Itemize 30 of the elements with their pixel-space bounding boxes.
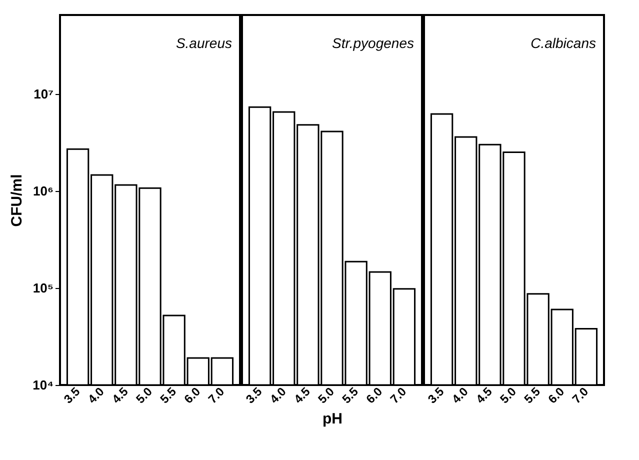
x-tick-label: 6.0 [363, 384, 386, 406]
y-tick-label: 10⁷ [34, 86, 54, 102]
annotation: C.albicans [530, 35, 596, 51]
x-tick-label: 4.5 [109, 384, 132, 406]
x-tick-label: 3.5 [425, 384, 447, 406]
x-tick-label: 5.5 [157, 384, 180, 406]
annotation: S.aureus [176, 35, 232, 51]
x-tick-label: 6.0 [181, 384, 204, 406]
x-tick-label: 4.0 [449, 384, 472, 406]
x-tick-label: 4.0 [85, 384, 108, 406]
x-tick-label: 7.0 [387, 384, 410, 406]
annotation: Str.pyogenes [332, 35, 414, 51]
x-tick-label: 4.5 [291, 384, 314, 406]
x-tick-label: 6.0 [545, 384, 568, 406]
x-tick-label: 7.0 [205, 384, 228, 406]
x-tick-label: 5.0 [497, 384, 520, 406]
y-tick-label: 10⁶ [33, 183, 54, 198]
x-tick-label: 5.0 [315, 384, 338, 406]
x-tick-label: 7.0 [569, 384, 592, 406]
y-tick-label: 10⁴ [32, 378, 54, 392]
y-axis-title: CFU/ml [8, 174, 26, 227]
x-tick-label: 4.0 [267, 384, 290, 406]
x-tick-label: 5.0 [133, 384, 156, 406]
x-tick-label: 4.5 [473, 384, 496, 406]
x-tick-label: 3.5 [243, 384, 265, 406]
x-axis-title: pH [322, 410, 342, 428]
x-tick-label: 5.5 [521, 384, 544, 406]
y-tick-label: 10⁵ [32, 280, 54, 296]
x-tick-label: 5.5 [339, 384, 362, 406]
x-tick-label: 3.5 [61, 384, 83, 406]
